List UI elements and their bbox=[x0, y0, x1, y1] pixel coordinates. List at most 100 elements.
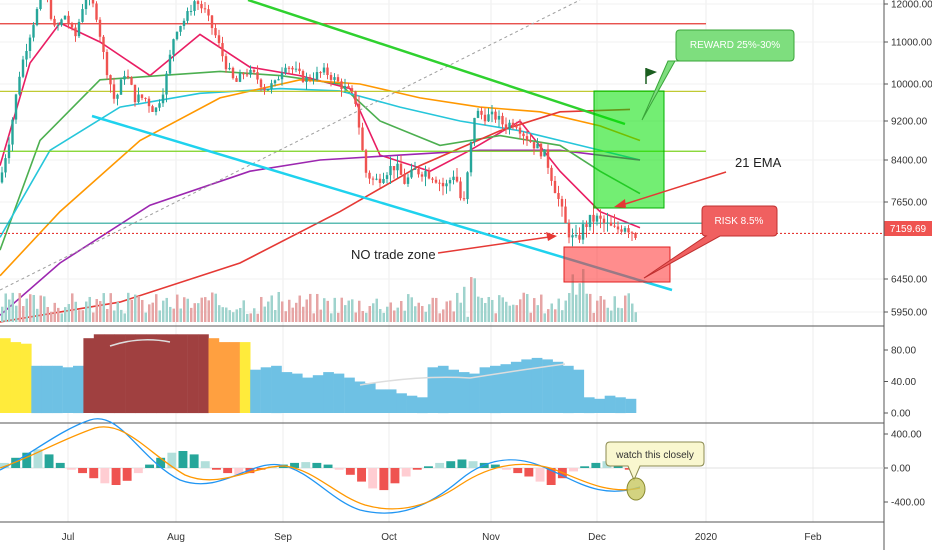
oscillator-bar bbox=[239, 342, 251, 413]
time-axis: Jul Aug Sep Oct Nov Dec 2020 Feb bbox=[62, 532, 822, 543]
oscillator-bar bbox=[333, 373, 345, 413]
volume-bar bbox=[109, 293, 112, 322]
volume-bar bbox=[309, 293, 312, 322]
month-label: Feb bbox=[804, 532, 822, 543]
candle-body bbox=[602, 218, 606, 223]
oscillator-bar bbox=[375, 389, 386, 413]
volume-bar bbox=[11, 292, 14, 322]
oscillator-bar bbox=[260, 367, 272, 413]
volume-bar bbox=[547, 309, 550, 322]
volume-bar bbox=[204, 297, 207, 322]
candle-body bbox=[312, 79, 315, 81]
volume-bar bbox=[186, 298, 189, 322]
candle-body bbox=[382, 178, 385, 183]
volume-bar bbox=[456, 292, 459, 322]
candle-body bbox=[70, 24, 74, 28]
oscillator-bar bbox=[521, 359, 532, 413]
candle-body bbox=[424, 171, 427, 177]
candle-body bbox=[392, 166, 396, 171]
candle-body bbox=[420, 174, 424, 177]
candle-body bbox=[182, 20, 186, 26]
candle-body bbox=[592, 214, 595, 222]
watch-bubble: watch this closely bbox=[605, 441, 705, 501]
candle-body bbox=[469, 141, 473, 173]
volume-bar bbox=[106, 308, 109, 322]
candle-body bbox=[151, 106, 154, 112]
risk-box bbox=[563, 246, 671, 283]
macd-histogram-bar bbox=[490, 464, 500, 468]
volume-bar bbox=[400, 301, 403, 322]
macd-histogram-bar bbox=[580, 466, 590, 468]
candle-body bbox=[385, 175, 389, 179]
candle-body bbox=[112, 84, 116, 99]
volume-bar bbox=[148, 304, 151, 322]
oscillator-panel bbox=[0, 334, 637, 414]
candle-body bbox=[343, 86, 347, 90]
macd-axis: 400.00 0.00 -400.00 bbox=[884, 430, 925, 509]
candle-body bbox=[497, 115, 501, 120]
volume-bar bbox=[151, 302, 154, 322]
candle-body bbox=[333, 77, 336, 80]
macd-histogram-bar bbox=[323, 464, 333, 468]
candle-body bbox=[634, 233, 637, 239]
candle-body bbox=[490, 111, 494, 115]
volume-bar bbox=[169, 306, 172, 322]
volume-bar bbox=[263, 306, 266, 322]
macd-histogram-bar bbox=[156, 457, 166, 468]
volume-bar bbox=[550, 303, 553, 322]
volume-bar bbox=[116, 302, 119, 322]
volume-bar bbox=[592, 312, 595, 322]
macd-histogram-bar bbox=[44, 454, 54, 468]
volume-bar bbox=[543, 313, 546, 322]
volume-bar bbox=[596, 300, 599, 322]
volume-bar bbox=[344, 305, 347, 322]
volume-bar bbox=[505, 301, 508, 322]
volume-bars bbox=[1, 269, 637, 322]
candle-body bbox=[438, 182, 441, 184]
candle-body bbox=[245, 74, 249, 76]
candle-body bbox=[301, 71, 305, 82]
month-label: Sep bbox=[274, 532, 292, 543]
volume-bar bbox=[396, 307, 399, 322]
candle-body bbox=[203, 8, 207, 10]
oscillator-bar bbox=[583, 397, 595, 414]
volume-bar bbox=[529, 312, 532, 322]
candle-body bbox=[473, 117, 476, 142]
volume-bar bbox=[221, 307, 224, 322]
oscillator-bar bbox=[469, 373, 480, 413]
volume-bar bbox=[113, 310, 116, 322]
flag-icon bbox=[645, 68, 657, 84]
candle-body bbox=[224, 56, 228, 70]
macd-histogram-bar bbox=[111, 468, 121, 485]
oscillator-bar bbox=[250, 369, 261, 413]
candle-body bbox=[410, 169, 413, 178]
candle-body bbox=[525, 136, 529, 141]
candle-body bbox=[53, 18, 56, 26]
oscillator-bar bbox=[458, 372, 470, 413]
volume-bar bbox=[8, 299, 11, 322]
volume-bar bbox=[512, 304, 515, 322]
volume-bar bbox=[508, 305, 511, 322]
candle-body bbox=[196, 1, 200, 4]
volume-bar bbox=[25, 298, 28, 322]
volume-bar bbox=[141, 299, 144, 322]
candle-body bbox=[7, 144, 11, 159]
oscillator-bar bbox=[166, 334, 178, 414]
volume-bar bbox=[631, 303, 634, 322]
candle-body bbox=[14, 94, 18, 120]
volume-bar bbox=[43, 296, 46, 322]
volume-bar bbox=[228, 310, 231, 322]
volume-bar bbox=[410, 297, 413, 322]
moving-average-line bbox=[0, 78, 641, 277]
candle-body bbox=[217, 35, 221, 44]
candle-body bbox=[25, 50, 28, 60]
candle-body bbox=[487, 114, 490, 122]
candle-body bbox=[361, 127, 364, 151]
candle-body bbox=[266, 88, 270, 91]
volume-bar bbox=[74, 301, 77, 322]
candle-body bbox=[546, 149, 550, 168]
candle-body bbox=[291, 67, 294, 70]
volume-bar bbox=[417, 302, 420, 322]
volume-bar bbox=[81, 310, 84, 322]
oscillator-tick-label: 0.00 bbox=[891, 409, 911, 420]
